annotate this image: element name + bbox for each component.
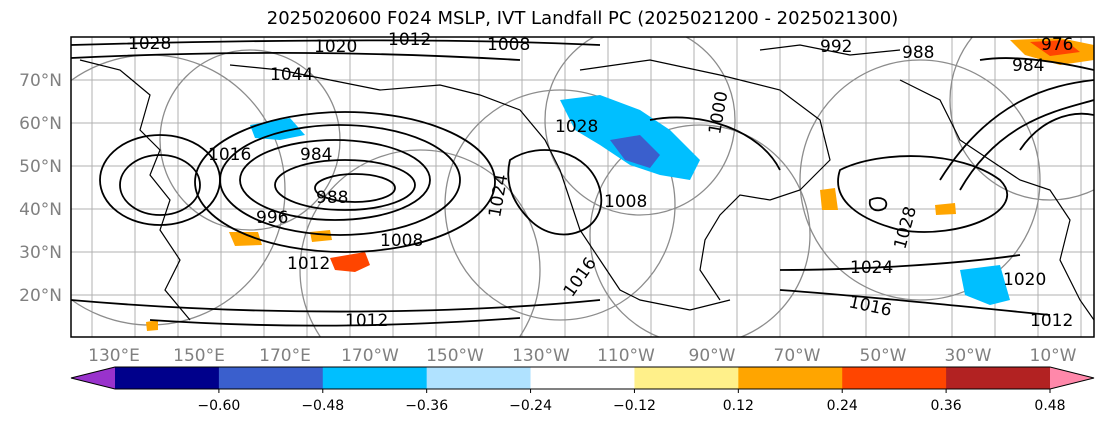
isobar-label: 1008 [604,192,647,212]
isobar-labels: 1028 1020 1012 1008 992 988 976 984 1044… [128,30,1073,331]
coastlines [79,44,1094,321]
ivt-positive-atlantic-2 [935,203,956,215]
lon-tick: 150°E [173,346,225,366]
lon-tick: 170°W [341,346,399,366]
colorbar-swatch [946,367,1051,389]
colorbar-swatch [738,367,843,389]
lon-tick: 30°W [945,346,992,366]
isobar-label: 1012 [388,30,431,50]
lat-tick: 50°N [19,157,62,177]
ivt-positive-pacific-1 [330,252,370,272]
colorbar-swatch [634,367,739,389]
isobar-label: 996 [256,208,288,228]
colorbar-swatch [115,367,220,389]
ivt-positive-pacific-2 [229,232,262,246]
isobar-label: 1012 [1030,311,1073,331]
lon-tick: 130°W [512,346,570,366]
isobar-label: 1012 [287,254,330,274]
isobar-label: 1044 [270,65,313,85]
ivt-positive-pacific-3 [310,230,332,242]
colorbar-tick-label: −0.48 [301,398,344,414]
lon-tick: 110°W [597,346,655,366]
isobar-label: 988 [902,43,934,63]
lon-axis: 130°E 150°E 170°E 170°W 150°W 130°W 110°… [88,346,1077,366]
lon-tick: 70°W [774,346,821,366]
colorbar-swatch [218,367,324,389]
isobar-label: 988 [316,188,348,208]
colorbar-tick-label: −0.24 [509,398,552,414]
map-frame [70,36,1095,338]
isobar-label: 1008 [380,231,423,251]
colorbar: −0.60 −0.48 −0.36 −0.24 −0.12 0.12 0.24 0.36 0.4… [70,366,1095,414]
isobar-label: 992 [820,37,852,57]
lat-axis: 70°N 60°N 50°N 40°N 30°N 20°N [19,71,62,306]
colorbar-swatch [842,367,947,389]
colorbar-tick-label: 0.12 [723,398,754,414]
colorbar-tick-label: 0.36 [931,398,962,414]
colorbar-extend-high [1050,367,1094,389]
colorbar-swatch [530,367,635,389]
colorbar-swatch [426,367,532,389]
lon-tick: 150°W [426,346,484,366]
isobar-label: 1020 [314,37,357,57]
lon-tick: 50°W [860,346,907,366]
map-title: 2025020600 F024 MSLP, IVT Landfall PC (2… [266,8,899,29]
isobar-label: 1028 [555,117,598,137]
lat-tick: 30°N [19,243,62,263]
lat-tick: 70°N [19,71,62,91]
isobar-label: 1024 [850,258,893,278]
colorbar-tick-label: 0.48 [1034,398,1065,414]
lon-tick: 130°E [88,346,140,366]
ivt-negative-atlantic [960,265,1010,305]
isobar-label: 1028 [128,34,171,54]
map-panel [71,37,1094,337]
ivt-strong-negative-canada [610,135,660,168]
lat-tick: 40°N [19,200,62,220]
ivt-positive-small [146,320,158,331]
colorbar-tick-label: 0.24 [827,398,858,414]
isobar-label: 1016 [208,145,251,165]
colorbar-swatch [322,367,428,389]
isobar-label: 984 [1012,56,1044,76]
colorbar-tick-label: −0.36 [405,398,448,414]
isobar-label: 976 [1041,35,1073,55]
isobar-label: 984 [300,145,332,165]
isobar-label: 1012 [345,311,388,331]
lat-tick: 20°N [19,286,62,306]
lon-tick: 90°W [689,346,736,366]
ivt-strong-positive-arctic [1030,40,1080,56]
lat-tick: 60°N [19,114,62,134]
colorbar-tick-label: −0.12 [613,398,656,414]
colorbar-extend-low [71,367,115,389]
lon-tick: 10°W [1030,346,1077,366]
isobar-label: 1008 [487,35,530,55]
isobar-label: 1020 [1003,270,1046,290]
range-circles [71,37,1094,337]
ivt-fills [146,38,1094,331]
ivt-positive-atlantic [820,188,838,210]
colorbar-tick-label: −0.60 [197,398,240,414]
isobars [71,39,1094,327]
lon-tick: 170°E [259,346,311,366]
